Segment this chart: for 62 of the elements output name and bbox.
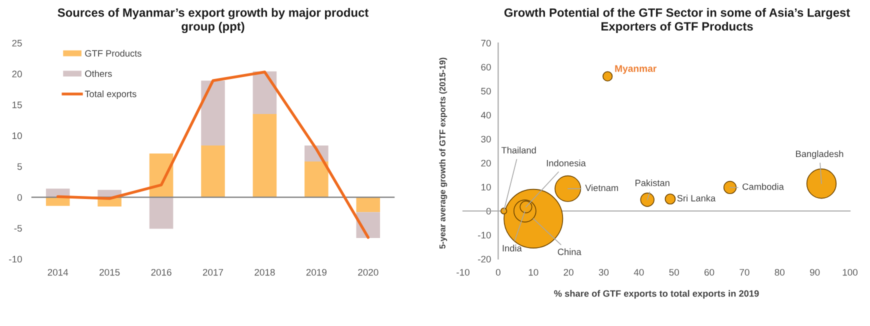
legend-label: Others: [85, 70, 112, 77]
x-tick-label: 30: [598, 268, 609, 276]
annotation: Pakistan: [636, 179, 670, 186]
annotation: Indonesia: [546, 160, 586, 166]
y-tick-label: 20: [12, 70, 22, 78]
bar: [149, 197, 174, 229]
annotation: Sri Lanka: [677, 194, 716, 202]
y-tick-label: -10: [478, 232, 491, 239]
bar: [304, 161, 328, 198]
annotation: Cambodia: [742, 183, 784, 190]
y-axis-title: 5-year average growth of GTF exports (2015-19): [439, 58, 448, 249]
y-tick-label: 20: [481, 160, 491, 167]
y-tick-label: 40: [480, 112, 491, 119]
y-tick-label: 50: [481, 88, 491, 95]
legend-label: Total exports: [84, 90, 136, 100]
x-tick-label: 2014: [48, 268, 68, 276]
y-tick-label: 10: [12, 132, 22, 140]
y-tick-label: 15: [12, 102, 22, 108]
legend-label: GTF Products: [85, 50, 142, 57]
bar: [46, 197, 70, 206]
y-tick-label: 10: [481, 184, 491, 191]
x-tick-label: 2015: [100, 268, 120, 276]
x-tick-label: 20: [564, 268, 574, 276]
x-tick-label: 2019: [306, 268, 326, 276]
annotation: India: [502, 244, 522, 252]
x-tick-label: 90: [810, 268, 820, 276]
x-axis-title: % share of GTF exports to total exports in 2019: [554, 290, 759, 299]
x-tick-label: 60: [704, 268, 714, 276]
chart-title: Sources of Myanmar’s export growth by major product group (ppt): [58, 8, 368, 34]
line-series: [56, 70, 370, 239]
chart-title: Growth Potential of the GTF Sector in some of Asia’s Largest Exporters of GTF Products: [504, 8, 850, 33]
x-tick-label: 100: [842, 268, 858, 276]
x-tick-label: 0: [496, 268, 500, 276]
annotation: Thailand: [501, 146, 536, 154]
x-tick-label: 10: [528, 268, 538, 276]
bar: [201, 145, 225, 198]
annotation: Bangladesh: [796, 150, 844, 159]
bar: [201, 80, 225, 146]
annotation: Myanmar: [615, 65, 656, 74]
y-tick-label: 5: [17, 163, 22, 170]
y-tick-label: 25: [12, 40, 22, 47]
y-tick-label: 30: [481, 136, 491, 143]
x-tick-label: 70: [740, 268, 750, 276]
bar: [252, 71, 277, 114]
y-tick-label: -10: [9, 256, 22, 263]
x-tick-label: 2016: [151, 268, 172, 276]
x-tick-label: 40: [634, 268, 644, 276]
annotation: Vietnam: [585, 184, 618, 192]
x-tick-label: 80: [774, 268, 785, 276]
x-tick-label: 2020: [358, 268, 378, 276]
bar: [252, 114, 277, 198]
x-tick-label: 50: [669, 268, 679, 276]
y-tick-label: 70: [481, 40, 491, 47]
annotation: China: [558, 248, 582, 256]
y-tick-label: 0: [17, 194, 22, 201]
bar: [356, 197, 380, 212]
y-tick-label: -5: [14, 225, 22, 232]
y-tick-label: -20: [478, 256, 491, 263]
x-tick-label: 2017: [202, 268, 224, 276]
x-tick-label: 2018: [254, 268, 275, 276]
y-tick-label: 60: [481, 64, 491, 71]
x-tick-label: -10: [456, 268, 470, 276]
